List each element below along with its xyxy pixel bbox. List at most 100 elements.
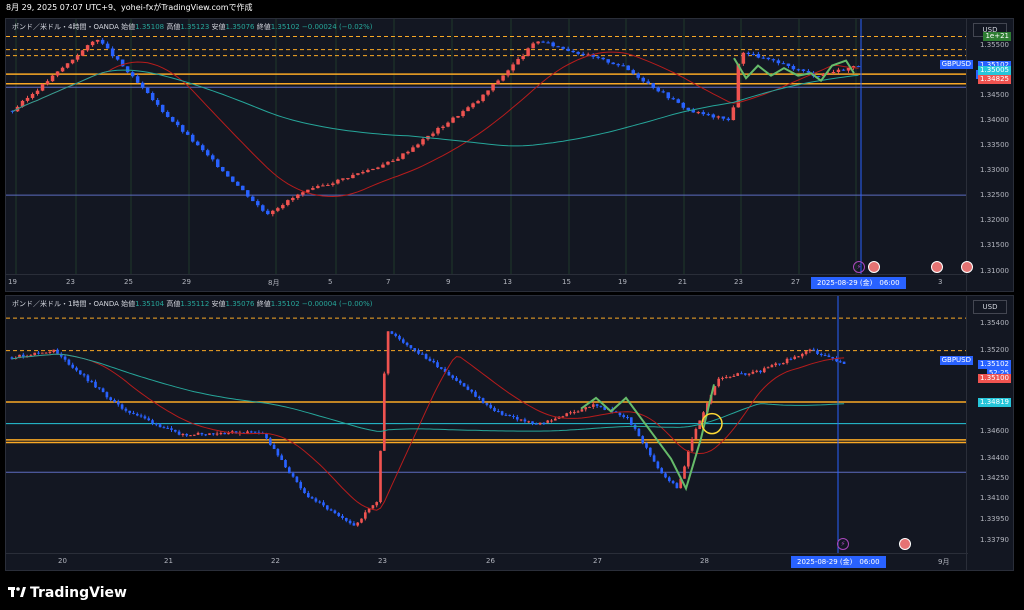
candle-body xyxy=(381,164,385,168)
candle-body xyxy=(271,210,275,215)
candle-body xyxy=(656,461,660,469)
wave-overlay[interactable] xyxy=(580,384,715,492)
high-value: 1.35112 xyxy=(180,300,210,308)
currency-button[interactable]: USD xyxy=(973,300,1007,314)
candle-body xyxy=(789,358,793,360)
candle-body xyxy=(781,363,785,365)
candle-body xyxy=(303,488,306,494)
candle-body xyxy=(311,188,315,190)
candle-body xyxy=(60,67,65,72)
time-axis-1h[interactable]: 9月 28 27 26 23 22 21 20 2025-08-29 (金) 06:00 xyxy=(6,553,968,570)
candle-body xyxy=(401,339,405,343)
open-label: 始値 xyxy=(121,300,136,308)
price-tag: GBPUSD xyxy=(939,356,973,366)
time-tick: 22 xyxy=(271,557,280,565)
chart-panel-1h[interactable]: ポンド／米ドル・1時間・OANDA 始値1.35104 高値1.35112 安値… xyxy=(5,295,1014,571)
high-label: 高値 xyxy=(166,23,181,31)
candle-body xyxy=(361,172,365,174)
candle-body xyxy=(751,53,756,55)
candle-body xyxy=(215,433,219,435)
time-tick: 23 xyxy=(734,278,743,286)
candle-body xyxy=(261,205,265,211)
candle-body xyxy=(150,93,155,101)
candle-body xyxy=(584,407,588,410)
candle-body xyxy=(846,67,851,71)
candle-body xyxy=(694,429,698,440)
price-tick: 1.35400 xyxy=(980,318,1009,327)
candle-body xyxy=(266,210,270,215)
us-flag-event-icon[interactable] xyxy=(931,261,943,273)
candle-body xyxy=(356,522,360,526)
candle-body xyxy=(158,424,162,428)
symbol-label: ポンド／米ドル・4時間・OANDA xyxy=(12,23,119,31)
price-axis-1h[interactable]: USD 1.354001.352001.350001.348001.346001… xyxy=(966,296,1013,570)
wave-overlay[interactable] xyxy=(733,57,855,83)
us-flag-event-icon[interactable] xyxy=(899,538,911,550)
candle-body xyxy=(755,370,759,372)
us-flag-event-icon[interactable] xyxy=(961,261,973,273)
candle-body xyxy=(165,111,170,117)
candle-body xyxy=(94,381,97,388)
candle-body xyxy=(683,466,686,479)
candle-body xyxy=(155,100,160,105)
candle-body xyxy=(496,411,500,413)
candle-body xyxy=(541,41,545,43)
candle-body xyxy=(251,196,255,202)
candle-body xyxy=(713,386,717,395)
candle-body xyxy=(33,352,37,356)
candle-body xyxy=(416,144,420,148)
chart-legend-1h: ポンド／米ドル・1時間・OANDA 始値1.35104 高値1.35112 安値… xyxy=(12,299,373,309)
candle-body xyxy=(299,482,303,489)
candle-body xyxy=(616,64,620,66)
candle-body xyxy=(396,158,400,161)
candle-body xyxy=(120,404,124,409)
candle-body xyxy=(314,498,318,502)
candlestick-plot-4h[interactable] xyxy=(6,19,968,275)
candle-body xyxy=(428,358,432,361)
candle-body xyxy=(636,73,640,78)
price-tick: 1.31500 xyxy=(980,241,1009,250)
candle-body xyxy=(781,63,786,65)
candle-body xyxy=(436,362,439,368)
lightning-event-icon[interactable]: ⚡ xyxy=(837,538,849,550)
candle-body xyxy=(470,389,474,392)
candle-body xyxy=(618,412,622,416)
candle-body xyxy=(851,66,856,68)
candle-body xyxy=(406,151,410,154)
candle-body xyxy=(417,350,420,354)
candle-body xyxy=(441,126,445,128)
candle-body xyxy=(363,512,367,519)
candle-body xyxy=(451,117,455,123)
price-tag: 1.34825 xyxy=(978,74,1011,84)
candle-body xyxy=(170,428,173,430)
chart-panel-4h[interactable]: ポンド／米ドル・4時間・OANDA 始値1.35108 高値1.35123 安値… xyxy=(5,18,1014,292)
candle-body xyxy=(348,520,352,524)
open-value: 1.35108 xyxy=(135,23,165,31)
candle-body xyxy=(523,419,527,422)
candle-body xyxy=(37,352,40,354)
candle-body xyxy=(82,374,86,376)
candle-body xyxy=(791,65,796,70)
price-tick: 1.33790 xyxy=(980,536,1009,545)
price-tick: 1.34250 xyxy=(980,474,1009,483)
candlestick-plot-1h[interactable] xyxy=(6,296,968,554)
us-flag-event-icon[interactable] xyxy=(868,261,880,273)
price-tick: 1.33500 xyxy=(980,140,1009,149)
candle-body xyxy=(711,114,716,118)
candle-body xyxy=(346,178,350,180)
candle-body xyxy=(371,505,375,509)
price-tick: 1.34600 xyxy=(980,426,1009,435)
time-axis-4h[interactable]: 3 27 23 21 19 15 13 9 7 5 8月 29 25 23 19 2025-08-29 (金… xyxy=(6,274,968,291)
candle-body xyxy=(462,383,466,387)
candle-body xyxy=(508,414,512,417)
candle-body xyxy=(656,87,661,92)
candle-body xyxy=(466,386,470,390)
highlight-circle[interactable] xyxy=(701,412,723,435)
candle-body xyxy=(101,388,105,393)
candle-body xyxy=(747,373,751,375)
lightning-event-icon[interactable]: ⚡ xyxy=(853,261,865,273)
candle-body xyxy=(75,367,78,371)
candle-body xyxy=(356,173,360,175)
tradingview-logo[interactable]: TradingView xyxy=(8,585,127,601)
moving-average-fast xyxy=(11,353,845,511)
